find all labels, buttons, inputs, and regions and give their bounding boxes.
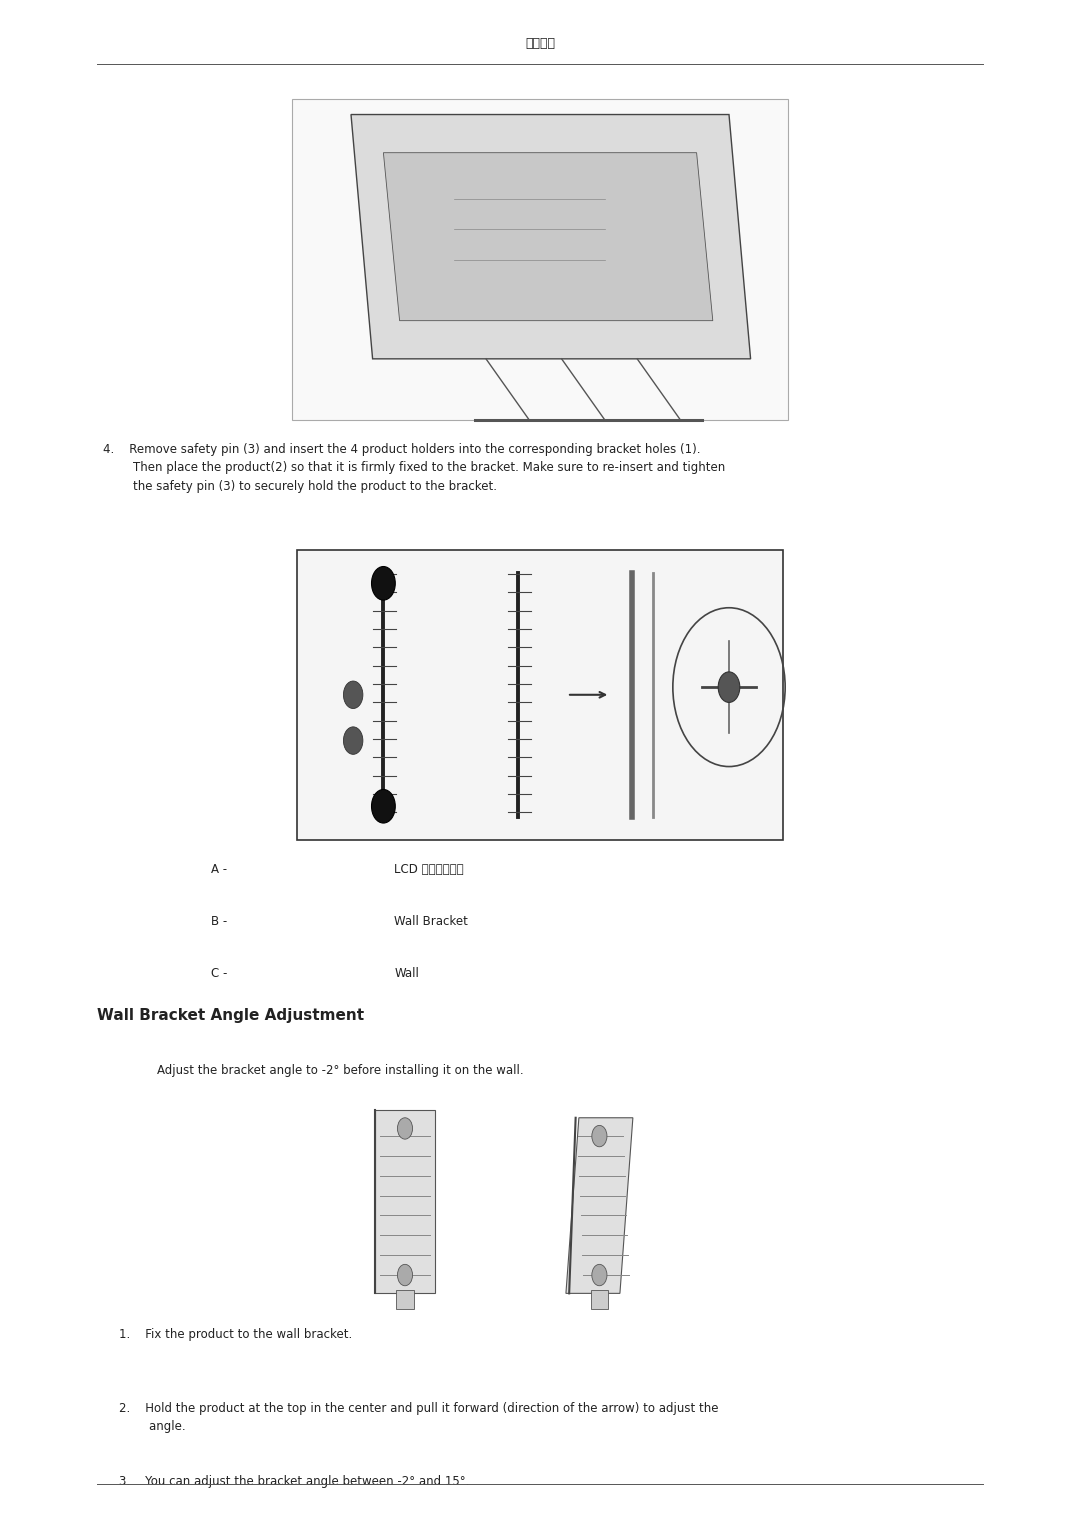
Bar	[591, 1290, 608, 1309]
Circle shape	[372, 789, 395, 823]
Text: A -: A -	[211, 863, 227, 876]
Text: Wall: Wall	[394, 967, 419, 980]
Circle shape	[397, 1264, 413, 1286]
Bar	[297, 550, 783, 840]
Circle shape	[343, 727, 363, 754]
Text: 3.    You can adjust the bracket angle between -2° and 15°.: 3. You can adjust the bracket angle betw…	[119, 1475, 469, 1489]
Bar	[292, 99, 788, 420]
Circle shape	[397, 1118, 413, 1139]
Text: C -: C -	[211, 967, 227, 980]
Text: 2.    Hold the product at the top in the center and pull it forward (direction o: 2. Hold the product at the top in the ce…	[119, 1402, 718, 1434]
Text: LCD ディスプレイ: LCD ディスプレイ	[394, 863, 463, 876]
Circle shape	[592, 1264, 607, 1286]
Polygon shape	[376, 1110, 435, 1293]
Polygon shape	[383, 153, 713, 321]
Text: 4.    Remove safety pin (3) and insert the 4 product holders into the correspond: 4. Remove safety pin (3) and insert the …	[103, 443, 725, 493]
Polygon shape	[566, 1118, 633, 1293]
Text: Wall Bracket: Wall Bracket	[394, 915, 468, 928]
Circle shape	[343, 681, 363, 709]
Circle shape	[372, 567, 395, 600]
Circle shape	[718, 672, 740, 702]
Text: Adjust the bracket angle to -2° before installing it on the wall.: Adjust the bracket angle to -2° before i…	[157, 1064, 523, 1078]
Bar	[396, 1290, 414, 1309]
Text: はじめに: はじめに	[525, 37, 555, 50]
Polygon shape	[351, 115, 751, 359]
Text: B -: B -	[211, 915, 227, 928]
Text: Wall Bracket Angle Adjustment: Wall Bracket Angle Adjustment	[97, 1008, 364, 1023]
Circle shape	[592, 1125, 607, 1147]
Text: 1.    Fix the product to the wall bracket.: 1. Fix the product to the wall bracket.	[119, 1328, 352, 1342]
